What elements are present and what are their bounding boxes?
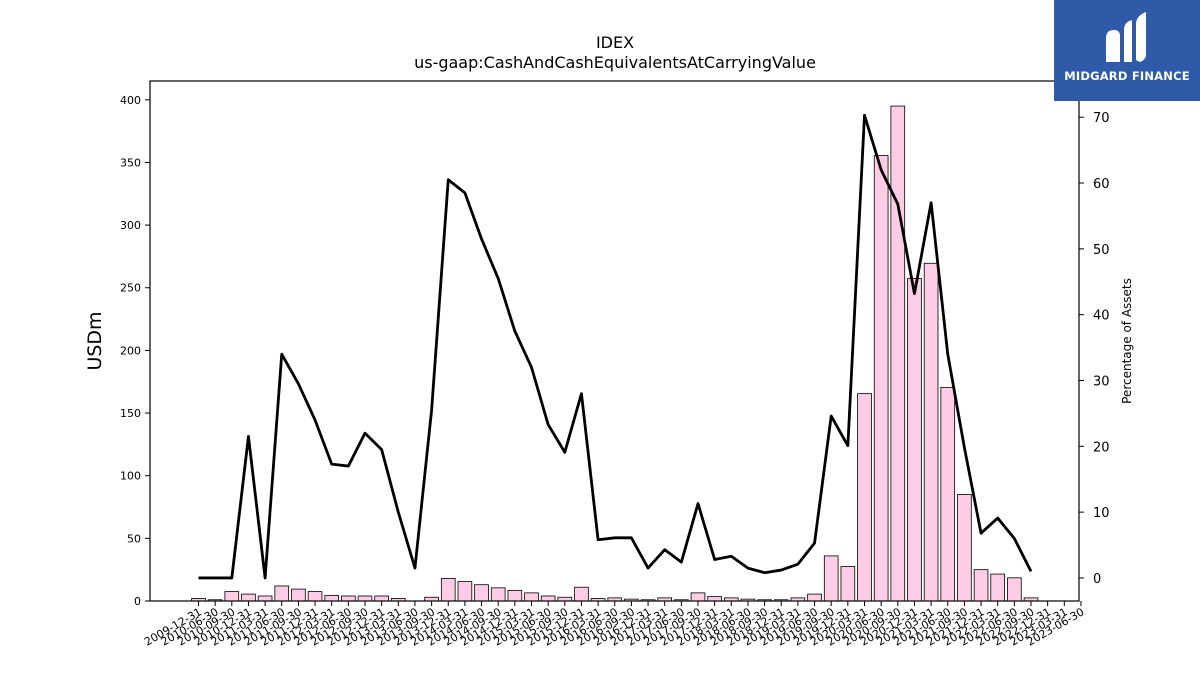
bar bbox=[357, 595, 373, 602]
bar bbox=[973, 569, 989, 602]
percentage-line bbox=[198, 113, 1033, 580]
bar bbox=[457, 581, 473, 602]
bar bbox=[540, 595, 556, 602]
y2-tick-label: 70 bbox=[1093, 111, 1110, 126]
bar bbox=[374, 595, 389, 602]
y2-tick-label: 50 bbox=[1093, 243, 1110, 258]
bar bbox=[440, 578, 456, 602]
bar bbox=[341, 595, 356, 602]
y-tick-label: 150 bbox=[120, 407, 141, 420]
y2-tick-label: 40 bbox=[1093, 309, 1110, 324]
y2-tick-label: 30 bbox=[1093, 374, 1110, 389]
bar bbox=[241, 593, 256, 602]
y2-tick-label: 0 bbox=[1093, 572, 1101, 587]
y-tick-label: 400 bbox=[120, 94, 141, 107]
y-tick-label: 350 bbox=[120, 156, 141, 169]
bar bbox=[823, 555, 839, 602]
y-axis-label: USDm bbox=[84, 311, 106, 370]
bar bbox=[890, 105, 906, 602]
bar bbox=[574, 586, 589, 602]
x-axis: 2009-12-312010-06-302010-09-302010-12-31… bbox=[142, 601, 1086, 649]
chart-subtitle: us-gaap:CashAndCashEquivalentsAtCarrying… bbox=[414, 53, 816, 72]
chart-title: IDEX bbox=[596, 33, 634, 52]
bar bbox=[257, 595, 273, 602]
y-tick-label: 200 bbox=[120, 344, 141, 357]
bar bbox=[291, 588, 306, 602]
bar bbox=[1007, 577, 1022, 602]
bar bbox=[940, 386, 956, 602]
y2-axis-label: Percentage of Assets bbox=[1120, 278, 1134, 404]
bar bbox=[923, 262, 939, 602]
y2-tick-label: 10 bbox=[1093, 506, 1110, 521]
y-tick-label: 0 bbox=[134, 595, 141, 608]
midgard-finance-logo: MIDGARD FINANCE bbox=[1054, 0, 1200, 101]
bar bbox=[524, 592, 539, 602]
y-tick-label: 250 bbox=[120, 282, 141, 295]
bar bbox=[474, 584, 489, 602]
bar bbox=[324, 594, 339, 602]
y2-tick-label: 60 bbox=[1093, 177, 1110, 192]
bar bbox=[690, 592, 706, 602]
y2-tick-label: 20 bbox=[1093, 440, 1110, 455]
bar bbox=[507, 589, 523, 602]
y-tick-label: 100 bbox=[120, 470, 141, 483]
bar bbox=[707, 596, 722, 602]
plot-frame bbox=[149, 80, 1080, 602]
bar bbox=[490, 587, 506, 602]
y-tick-label: 50 bbox=[127, 532, 141, 545]
bar bbox=[224, 591, 240, 602]
bar bbox=[907, 277, 922, 602]
midgard-m-logo-icon bbox=[1106, 12, 1146, 62]
y-axis-right: 0 10 20 30 40 50 60 70 bbox=[1079, 111, 1110, 587]
bar bbox=[307, 591, 323, 602]
bar bbox=[857, 393, 872, 602]
bar-series bbox=[191, 105, 1039, 602]
logo-text: MIDGARD FINANCE bbox=[1064, 69, 1190, 83]
bar bbox=[807, 593, 822, 602]
bar bbox=[873, 155, 889, 602]
bar bbox=[957, 494, 972, 602]
bar bbox=[840, 566, 856, 602]
bar bbox=[990, 573, 1005, 602]
y-tick-label: 300 bbox=[120, 219, 141, 232]
bar bbox=[274, 585, 290, 602]
y-axis-left: 0 50 100 150 200 250 300 350 400 bbox=[120, 94, 150, 608]
